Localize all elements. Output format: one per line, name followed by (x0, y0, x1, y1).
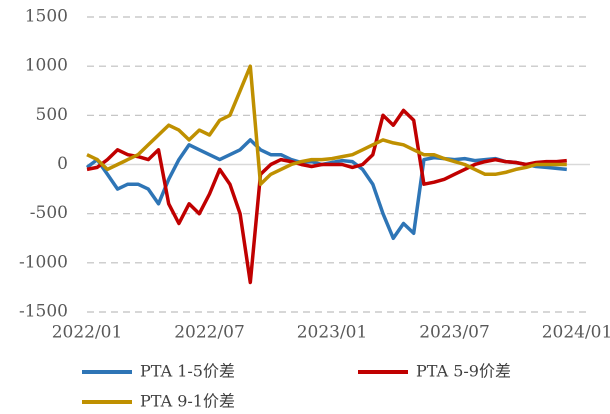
y-tick-label: 1000 (25, 56, 68, 76)
y-tick-label: 1500 (25, 7, 68, 27)
y-tick-label: 0 (57, 154, 68, 174)
y-tick-label: -500 (30, 203, 68, 223)
y-tick-label: -1000 (19, 252, 68, 272)
legend-label: PTA 1-5价差 (140, 362, 235, 381)
x-tick-label: 2022/01 (52, 323, 123, 343)
y-tick-label: -1500 (19, 302, 68, 322)
series-line (86, 64, 567, 186)
x-tick-label: 2023/07 (419, 323, 490, 343)
x-tick-label: 2023/01 (297, 323, 368, 343)
x-tick-label: 2022/07 (174, 323, 245, 343)
series-line (86, 108, 567, 285)
x-tick-label: 2024/01 (542, 323, 610, 343)
legend-label: PTA 5-9价差 (416, 362, 511, 381)
y-tick-label: 500 (36, 105, 68, 125)
legend: PTA 1-5价差 PTA 5-9价差 PTA 9-1价差 (82, 362, 511, 411)
legend-label: PTA 9-1价差 (140, 392, 235, 411)
